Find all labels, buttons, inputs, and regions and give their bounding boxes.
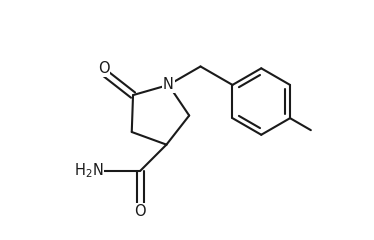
- Text: O: O: [98, 61, 110, 76]
- Text: H$_2$N: H$_2$N: [74, 161, 104, 180]
- Text: N: N: [163, 78, 174, 92]
- Text: O: O: [135, 204, 146, 219]
